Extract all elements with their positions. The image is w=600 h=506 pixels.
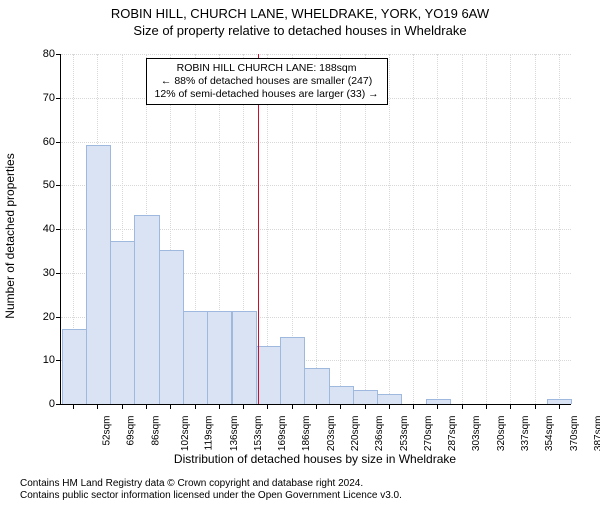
grid-line-vertical — [437, 54, 438, 404]
histogram-bar — [304, 368, 329, 404]
histogram-bar — [110, 241, 135, 404]
x-tick-mark — [389, 404, 390, 409]
y-tick-mark — [56, 273, 61, 274]
x-tick-label: 169sqm — [277, 416, 288, 452]
attribution-line-2: Contains public sector information licen… — [20, 490, 402, 502]
x-tick-mark — [486, 404, 487, 409]
x-tick-mark — [195, 404, 196, 409]
x-tick-mark — [316, 404, 317, 409]
grid-line-vertical — [413, 54, 414, 404]
x-tick-mark — [243, 404, 244, 409]
histogram-bar — [547, 399, 572, 404]
grid-line-vertical — [389, 54, 390, 404]
grid-line-vertical — [340, 54, 341, 404]
x-tick-mark — [462, 404, 463, 409]
histogram-bar — [183, 311, 208, 404]
annotation-box: ROBIN HILL CHURCH LANE: 188sqm← 88% of d… — [146, 58, 388, 105]
x-tick-mark — [170, 404, 171, 409]
x-tick-label: 320sqm — [496, 416, 507, 452]
y-tick-mark — [56, 229, 61, 230]
y-tick-label: 10 — [43, 354, 55, 366]
x-tick-mark — [97, 404, 98, 409]
x-tick-label: 370sqm — [569, 416, 580, 452]
x-tick-label: 153sqm — [253, 416, 264, 452]
y-tick-label: 0 — [49, 398, 55, 410]
y-tick-mark — [56, 317, 61, 318]
property-marker-line — [258, 54, 259, 404]
x-tick-label: 136sqm — [229, 416, 240, 452]
x-tick-label: 86sqm — [150, 416, 161, 446]
x-tick-label: 387sqm — [593, 416, 600, 452]
y-tick-label: 20 — [43, 311, 55, 323]
histogram-bar — [256, 346, 281, 404]
grid-line-vertical — [510, 54, 511, 404]
x-tick-mark — [146, 404, 147, 409]
y-tick-label: 30 — [43, 267, 55, 279]
histogram-bar — [86, 145, 111, 404]
y-tick-mark — [56, 98, 61, 99]
y-tick-mark — [56, 142, 61, 143]
y-tick-label: 50 — [43, 179, 55, 191]
histogram-plot-area: 0102030405060708052sqm69sqm86sqm102sqm11… — [60, 54, 571, 405]
x-tick-mark — [437, 404, 438, 409]
x-tick-label: 52sqm — [102, 416, 113, 446]
x-tick-label: 69sqm — [126, 416, 137, 446]
x-axis-label: Distribution of detached houses by size … — [60, 452, 570, 466]
histogram-bar — [426, 399, 451, 404]
histogram-bar — [134, 215, 159, 404]
histogram-bar — [62, 329, 87, 404]
x-tick-label: 236sqm — [374, 416, 385, 452]
x-tick-label: 270sqm — [423, 416, 434, 452]
y-tick-label: 60 — [43, 136, 55, 148]
x-tick-mark — [559, 404, 560, 409]
histogram-bar — [159, 250, 184, 404]
y-tick-label: 40 — [43, 223, 55, 235]
grid-line-vertical — [486, 54, 487, 404]
histogram-bar — [232, 311, 257, 404]
x-tick-label: 337sqm — [520, 416, 531, 452]
x-tick-label: 186sqm — [302, 416, 313, 452]
histogram-bar — [207, 311, 232, 404]
x-tick-mark — [122, 404, 123, 409]
x-tick-mark — [413, 404, 414, 409]
chart-title-sub: Size of property relative to detached ho… — [0, 23, 600, 38]
y-tick-mark — [56, 54, 61, 55]
y-tick-label: 70 — [43, 92, 55, 104]
x-tick-label: 102sqm — [180, 416, 191, 452]
grid-line-vertical — [462, 54, 463, 404]
y-tick-mark — [56, 185, 61, 186]
x-tick-mark — [73, 404, 74, 409]
annotation-line: 12% of semi-detached houses are larger (… — [155, 88, 379, 101]
x-tick-label: 303sqm — [472, 416, 483, 452]
chart-title-main: ROBIN HILL, CHURCH LANE, WHELDRAKE, YORK… — [0, 6, 600, 21]
x-tick-label: 203sqm — [326, 416, 337, 452]
x-tick-label: 253sqm — [399, 416, 410, 452]
x-tick-label: 220sqm — [350, 416, 361, 452]
y-tick-label: 80 — [43, 48, 55, 60]
histogram-bar — [329, 386, 354, 405]
x-tick-mark — [219, 404, 220, 409]
x-tick-mark — [535, 404, 536, 409]
x-tick-mark — [292, 404, 293, 409]
x-tick-mark — [340, 404, 341, 409]
histogram-bar — [377, 394, 402, 404]
x-tick-label: 287sqm — [447, 416, 458, 452]
histogram-bar — [280, 337, 305, 404]
x-tick-label: 119sqm — [204, 416, 215, 451]
x-tick-label: 354sqm — [544, 416, 555, 452]
attribution-line-1: Contains HM Land Registry data © Crown c… — [20, 478, 402, 490]
x-tick-mark — [267, 404, 268, 409]
attribution-text: Contains HM Land Registry data © Crown c… — [20, 478, 402, 502]
y-tick-mark — [56, 360, 61, 361]
annotation-line: ROBIN HILL CHURCH LANE: 188sqm — [155, 62, 379, 75]
grid-line-vertical — [316, 54, 317, 404]
x-tick-mark — [365, 404, 366, 409]
histogram-bar — [353, 390, 378, 404]
grid-line-vertical — [365, 54, 366, 404]
x-tick-mark — [510, 404, 511, 409]
annotation-line: ← 88% of detached houses are smaller (24… — [155, 75, 379, 88]
grid-line-vertical — [559, 54, 560, 404]
grid-line-vertical — [535, 54, 536, 404]
y-tick-mark — [56, 404, 61, 405]
